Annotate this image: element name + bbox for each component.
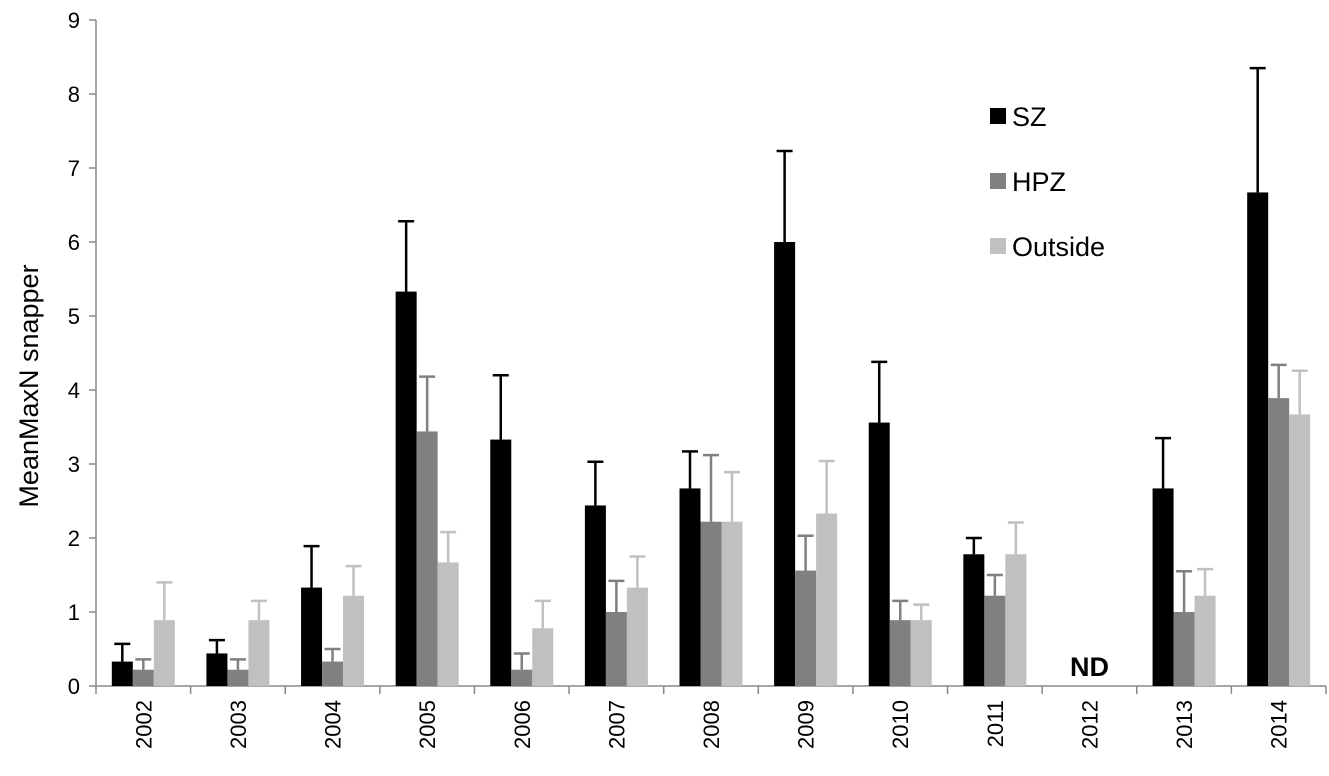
legend-swatch-hpz (990, 173, 1006, 189)
y-tick-label: 7 (68, 156, 80, 181)
bar-hpz-2005 (416, 431, 438, 686)
bar-outside-2014 (1289, 414, 1311, 686)
bar-hpz-2006 (511, 669, 533, 686)
bar-hpz-2002 (132, 669, 154, 686)
annotations: ND (1070, 652, 1109, 682)
x-tick-labels: 2002 2003 2004 2005 2006 2007 2008 2009 2010 2011… (131, 700, 1291, 749)
x-tick-label: 2008 (699, 700, 724, 749)
y-tick-label: 9 (68, 8, 80, 33)
y-tick-label: 1 (68, 600, 80, 625)
y-axis-title: MeanMaxN snapper (14, 264, 44, 507)
bar-outside-2003 (248, 620, 270, 686)
x-tick-label: 2012 (1077, 700, 1102, 749)
y-tick-labels: 0 1 2 3 4 5 6 7 8 9 (68, 8, 80, 699)
bar-hpz-2007 (605, 612, 627, 686)
x-tick-label: 2004 (321, 700, 346, 749)
bars (111, 192, 1311, 687)
bar-outside-2002 (153, 620, 175, 686)
bar-sz-2009 (774, 242, 796, 686)
bar-outside-2009 (816, 513, 838, 686)
bar-hpz-2013 (1173, 612, 1195, 686)
bar-sz-2011 (963, 554, 985, 686)
bar-hpz-2003 (227, 669, 249, 686)
y-tick-label: 5 (68, 304, 80, 329)
error-bars (114, 66, 1308, 670)
x-tick-label: 2009 (794, 700, 819, 749)
x-tick-label: 2007 (604, 700, 629, 749)
bar-outside-2010 (910, 620, 932, 686)
y-tick-label: 3 (68, 452, 80, 477)
bar-sz-2007 (584, 505, 606, 686)
bar-sz-2006 (490, 439, 512, 686)
legend-label-outside: Outside (1012, 232, 1105, 262)
bar-hpz-2011 (984, 595, 1006, 686)
y-tick-label: 2 (68, 526, 80, 551)
annotation-nd: ND (1070, 652, 1109, 682)
x-tick-label: 2006 (510, 700, 535, 749)
bar-sz-2002 (111, 661, 133, 686)
bar-sz-2004 (301, 587, 323, 686)
bar-hpz-2010 (889, 620, 911, 686)
legend-swatch-outside (990, 238, 1006, 254)
bar-hpz-2004 (322, 661, 344, 686)
x-tick-label: 2011 (983, 700, 1008, 747)
bar-outside-2008 (721, 521, 743, 686)
x-tick-label: 2005 (415, 700, 440, 749)
bar-sz-2008 (679, 488, 701, 686)
bar-outside-2011 (1005, 554, 1027, 686)
legend-swatch-sz (990, 108, 1006, 124)
bar-outside-2005 (437, 562, 459, 686)
axes (89, 19, 1327, 694)
x-tick-label: 2010 (888, 700, 913, 749)
bar-outside-2013 (1194, 595, 1216, 686)
x-tick-label: 2013 (1172, 700, 1197, 749)
bar-outside-2007 (626, 587, 648, 686)
bar-hpz-2009 (795, 570, 817, 686)
x-tick-label: 2002 (131, 700, 156, 749)
y-tick-label: 0 (68, 674, 80, 699)
x-tick-label: 2003 (226, 700, 251, 749)
legend: SZ HPZ Outside (990, 102, 1105, 262)
bar-hpz-2008 (700, 521, 722, 686)
bar-sz-2010 (868, 422, 890, 686)
bar-sz-2005 (395, 291, 417, 686)
legend-label-hpz: HPZ (1012, 167, 1066, 197)
bar-outside-2004 (343, 595, 365, 686)
y-tick-label: 8 (68, 82, 80, 107)
x-tick-label: 2014 (1267, 700, 1292, 749)
legend-label-sz: SZ (1012, 102, 1047, 132)
y-tick-label: 4 (68, 378, 80, 403)
bar-sz-2003 (206, 653, 228, 686)
bar-hpz-2014 (1268, 398, 1290, 686)
bar-outside-2006 (532, 628, 554, 686)
bar-sz-2013 (1152, 488, 1174, 686)
y-tick-label: 6 (68, 230, 80, 255)
bar-sz-2014 (1247, 192, 1269, 687)
